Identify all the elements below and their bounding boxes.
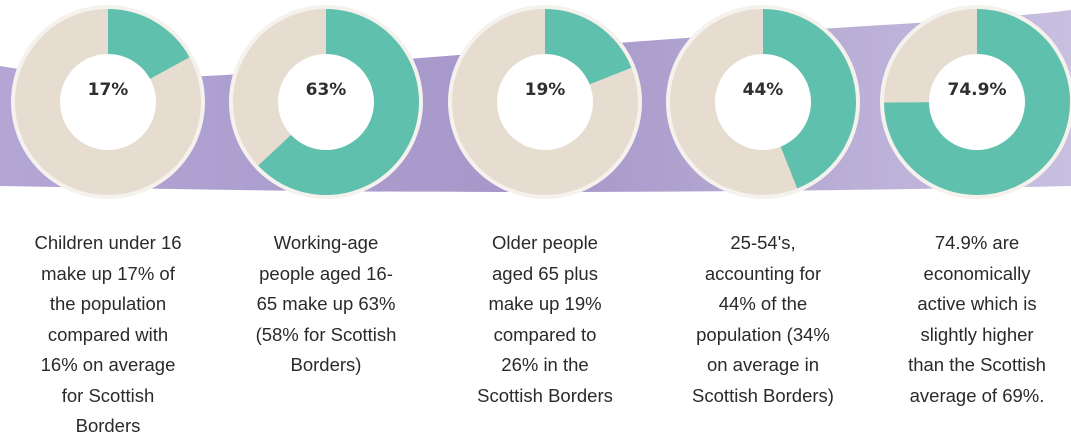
- donut-percent-label: 44%: [742, 80, 784, 100]
- caption-line: 25-54's,: [730, 232, 796, 253]
- donut-percent-label: 74.9%: [947, 80, 1007, 100]
- caption-line: aged 65 plus: [492, 262, 598, 284]
- caption-line: (58% for Scottish: [255, 323, 397, 345]
- caption-line: compared with: [47, 323, 169, 345]
- stat-item-25-54: 44% 25-54's, accounting for 44% of the p…: [663, 0, 863, 444]
- caption-line: on average in: [706, 354, 820, 375]
- stat-item-economically-active: 74.9% 74.9% are economically active whic…: [877, 0, 1071, 444]
- caption-line: people aged 16-: [259, 262, 393, 284]
- caption-line: average of 69%.: [909, 384, 1045, 406]
- stat-item-working-age: 63% Working-age people aged 16- 65 make …: [226, 0, 426, 444]
- donut-chart: 44%: [663, 2, 863, 202]
- donut-chart: 19%: [445, 2, 645, 202]
- donut-percent-label: 19%: [524, 80, 566, 100]
- caption-line: compared to: [493, 323, 597, 345]
- caption-line: 74.9% are: [934, 232, 1020, 253]
- donut-hole: [278, 54, 374, 150]
- caption-line: Working-age: [273, 232, 379, 253]
- donut-hole: [715, 54, 811, 150]
- caption-line: 65 make up 63%: [256, 293, 396, 314]
- caption-line: than the Scottish: [908, 354, 1046, 375]
- donut-hole: [929, 54, 1025, 150]
- donut-svg: [880, 5, 1071, 199]
- donut-chart: 63%: [226, 2, 426, 202]
- donut-svg: [229, 5, 423, 199]
- caption-line: active which is: [917, 293, 1037, 314]
- caption-line: Scottish Borders: [477, 384, 613, 406]
- caption-line: Borders: [75, 415, 141, 436]
- stat-item-older-people: 19% Older people aged 65 plus make up 19…: [445, 0, 645, 444]
- caption-line: Borders): [290, 354, 362, 375]
- caption-line: population (34%: [696, 323, 830, 345]
- stat-caption: 74.9% are economically active which is s…: [877, 228, 1071, 411]
- stat-caption: 25-54's, accounting for 44% of the popul…: [663, 228, 863, 411]
- donut-chart: 17%: [8, 2, 208, 202]
- caption-line: 44% of the: [718, 293, 808, 314]
- caption-line: economically: [923, 262, 1031, 284]
- donut-hole: [497, 54, 593, 150]
- stat-caption: Working-age people aged 16- 65 make up 6…: [226, 228, 426, 381]
- caption-line: accounting for: [704, 262, 822, 284]
- stat-caption: Children under 16 make up 17% of the pop…: [8, 228, 208, 442]
- donut-svg: [448, 5, 642, 199]
- donut-chart: 74.9%: [877, 2, 1071, 202]
- donut-svg: [666, 5, 860, 199]
- caption-line: 16% on average: [40, 354, 176, 375]
- caption-line: make up 17% of: [41, 262, 175, 284]
- caption-line: for Scottish: [61, 384, 155, 406]
- donut-percent-label: 63%: [305, 80, 347, 100]
- caption-line: slightly higher: [920, 323, 1034, 345]
- donut-hole: [60, 54, 156, 150]
- caption-line: Children under 16: [34, 232, 182, 253]
- stat-caption: Older people aged 65 plus make up 19% co…: [445, 228, 645, 411]
- caption-line: make up 19%: [488, 293, 602, 314]
- caption-line: the population: [49, 293, 167, 314]
- donut-percent-label: 17%: [87, 80, 129, 100]
- caption-line: 26% in the: [501, 354, 589, 375]
- stat-item-children: 17% Children under 16 make up 17% of the…: [8, 0, 208, 444]
- caption-line: Scottish Borders): [692, 384, 834, 406]
- donut-svg: [11, 5, 205, 199]
- caption-line: Older people: [492, 232, 598, 253]
